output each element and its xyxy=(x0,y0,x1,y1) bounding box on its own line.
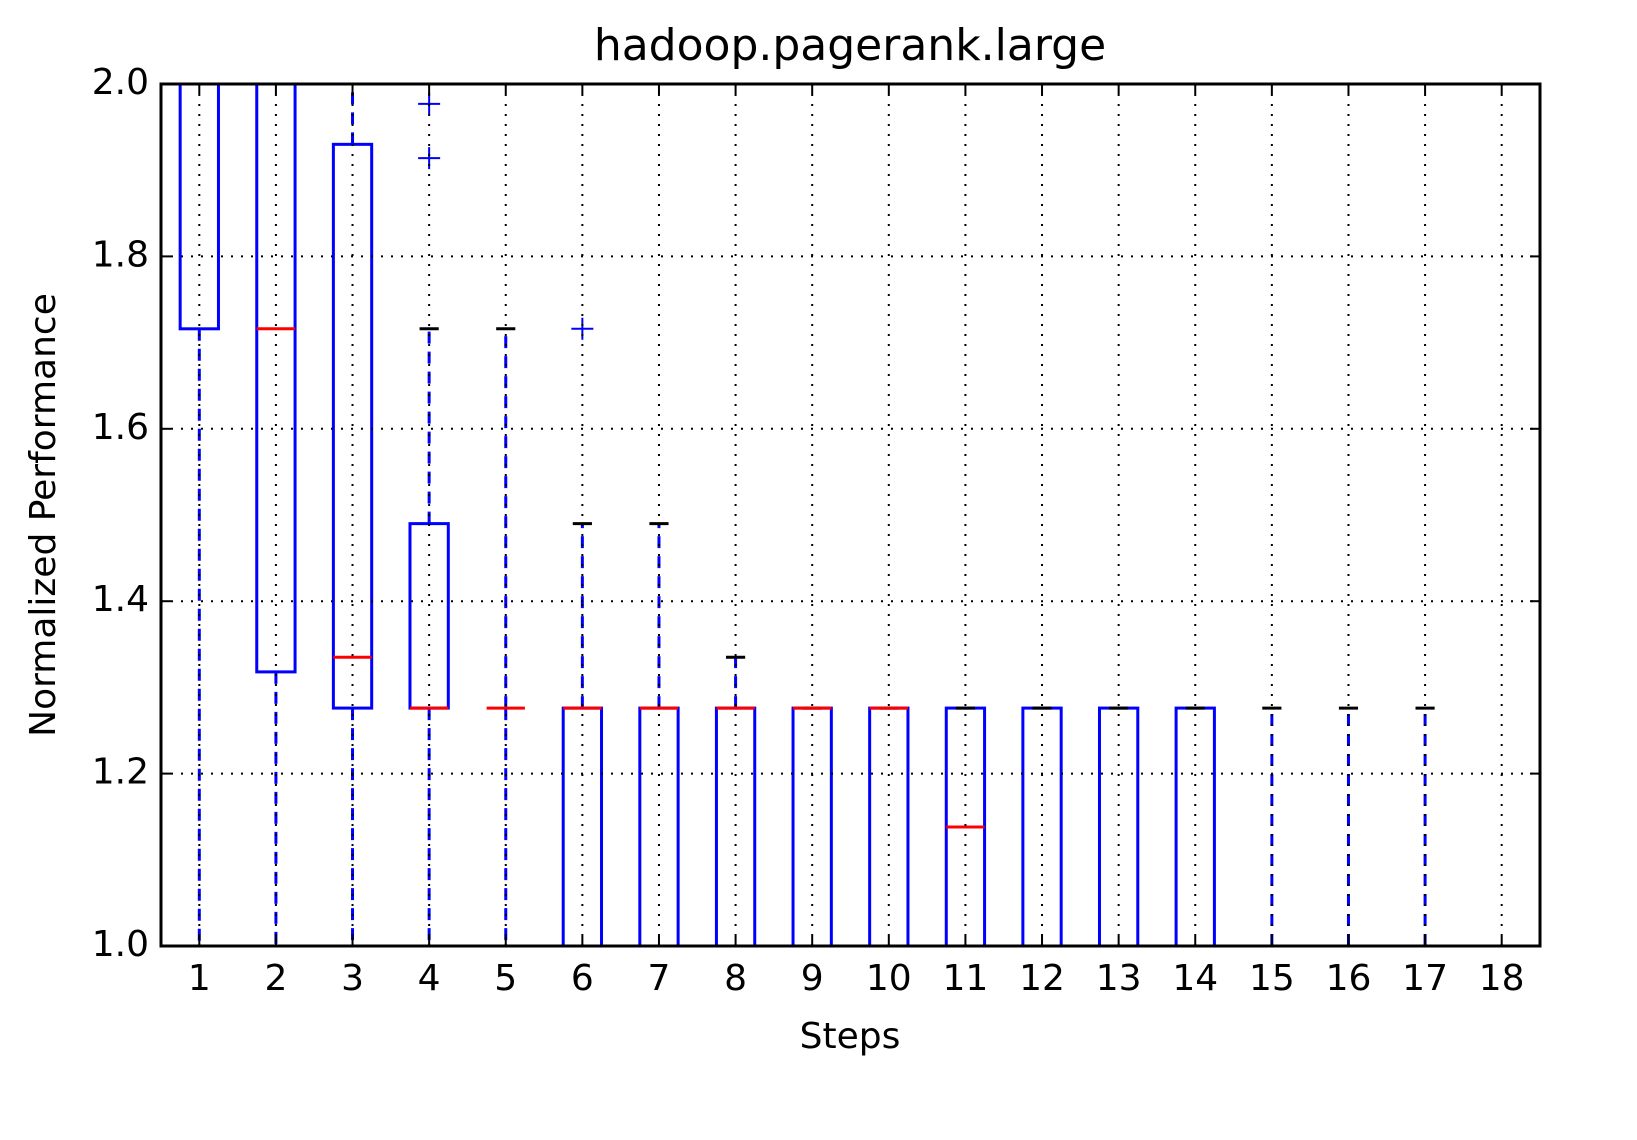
x-tick-label: 9 xyxy=(801,958,824,999)
x-tick-label: 18 xyxy=(1479,958,1525,999)
y-tick-label: 1.4 xyxy=(92,579,149,620)
x-tick-label: 5 xyxy=(494,958,517,999)
plot-frame xyxy=(159,82,1542,948)
x-tick-label: 3 xyxy=(341,958,364,999)
x-tick-label: 1 xyxy=(188,958,211,999)
box xyxy=(791,706,833,946)
x-tick-label: 14 xyxy=(1172,958,1218,999)
x-tick-label: 8 xyxy=(724,958,747,999)
x-axis-label: Steps xyxy=(800,1016,901,1057)
box xyxy=(331,142,374,710)
flier xyxy=(571,317,594,340)
box xyxy=(868,706,910,946)
y-tick-label: 1.0 xyxy=(92,924,149,965)
box xyxy=(1097,706,1140,946)
x-tick-label: 4 xyxy=(418,958,441,999)
x-tick-label: 17 xyxy=(1402,958,1448,999)
x-tick-label: 13 xyxy=(1096,958,1142,999)
box xyxy=(561,706,604,946)
x-tick-label: 2 xyxy=(264,958,287,999)
flier xyxy=(418,92,441,115)
chart-title: hadoop.pagerank.large xyxy=(594,20,1106,71)
x-tick-label: 10 xyxy=(866,958,912,999)
box xyxy=(1174,706,1216,946)
x-tick-label: 16 xyxy=(1326,958,1372,999)
y-tick-label: 1.6 xyxy=(92,407,149,448)
y-tick-label: 1.2 xyxy=(92,752,149,793)
x-tick-label: 12 xyxy=(1019,958,1065,999)
x-tick-label: 6 xyxy=(571,958,594,999)
x-tick-label: 15 xyxy=(1249,958,1295,999)
y-tick-label: 1.8 xyxy=(92,234,149,275)
x-tick-label: 7 xyxy=(648,958,671,999)
box xyxy=(1021,706,1063,946)
box xyxy=(638,706,680,946)
y-axis-label: Normalized Performance xyxy=(23,293,64,737)
x-tick-label: 11 xyxy=(943,958,989,999)
y-tick-label: 2.0 xyxy=(92,62,149,103)
box xyxy=(178,84,220,331)
box xyxy=(255,84,297,674)
box xyxy=(714,706,757,946)
plot-area xyxy=(178,84,1521,946)
